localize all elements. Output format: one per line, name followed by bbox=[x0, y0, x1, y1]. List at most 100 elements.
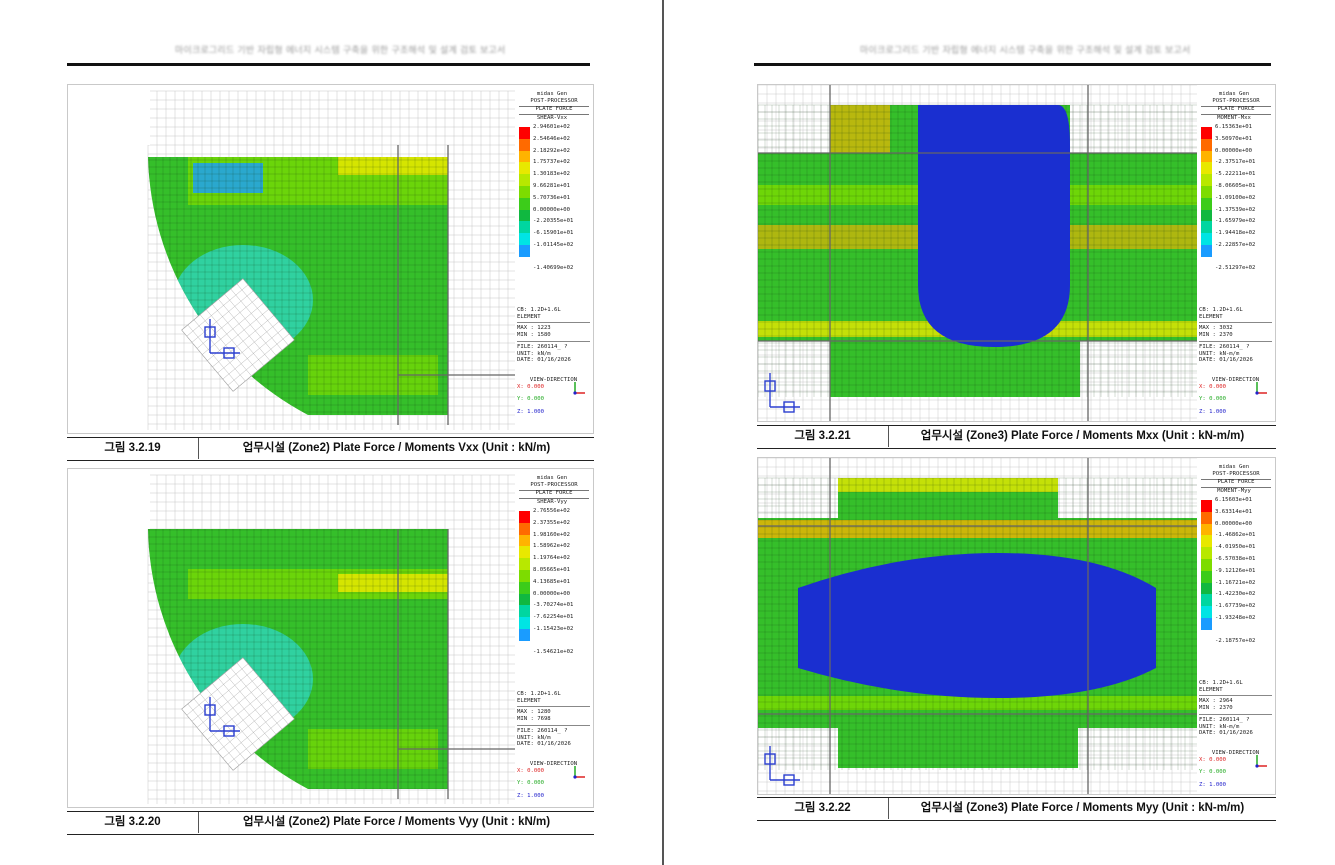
legend-value: 0.00000e+00 bbox=[533, 590, 571, 597]
legend-swatch bbox=[519, 546, 530, 559]
min-element: MIN : 7698 bbox=[517, 716, 551, 723]
figure-3-2-21: midas Gen POST-PROCESSOR PLATE FORCE MOMENT… bbox=[757, 84, 1276, 422]
result-type-label: PLATE FORCE bbox=[519, 490, 589, 499]
negative-moment-zone bbox=[798, 553, 1156, 698]
legend-value: 0.00000e+00 bbox=[1215, 520, 1253, 527]
axis-triad-icon bbox=[1255, 382, 1267, 395]
result-meta: CB: 1.2D+1.6L ELEMENT MAX : 2964 MIN : 2370… bbox=[1199, 680, 1272, 737]
legend-swatch bbox=[519, 221, 530, 234]
legend-swatch bbox=[519, 581, 530, 594]
software-name: midas Gen bbox=[1218, 464, 1250, 470]
element-label: ELEMENT bbox=[1199, 313, 1223, 320]
legend-swatch bbox=[1201, 582, 1212, 595]
view-direction-title: VIEW-DIRECTION bbox=[529, 377, 578, 383]
legend-swatch bbox=[1201, 547, 1212, 559]
legend-swatch bbox=[1201, 535, 1212, 548]
beam-lines bbox=[397, 145, 517, 425]
postprocessor-label: POST-PROCESSOR bbox=[519, 482, 589, 491]
legend-value: -7.62254e+01 bbox=[533, 614, 574, 621]
legend-value: 0.00000e+00 bbox=[1215, 147, 1253, 154]
legend-value: 1.58962e+02 bbox=[533, 543, 571, 550]
legend-swatch bbox=[1201, 162, 1212, 175]
legend-swatch bbox=[519, 150, 530, 163]
legend-value: -2.18757e+02 bbox=[1215, 637, 1256, 644]
min-element: MIN : 2370 bbox=[1199, 332, 1233, 339]
figure-number: 그림 3.2.19 bbox=[67, 438, 199, 459]
legend-swatch bbox=[1201, 244, 1212, 257]
result-meta: CB: 1.2D+1.6L ELEMENT MAX : 1280 MIN : 7698… bbox=[517, 691, 590, 748]
date-label: DATE: 01/16/2026 bbox=[517, 741, 571, 748]
figure-number: 그림 3.2.21 bbox=[757, 426, 889, 447]
legend-value: -4.01950e+01 bbox=[1215, 544, 1256, 551]
legend-swatch bbox=[1201, 233, 1212, 245]
result-meta: CB: 1.2D+1.6L ELEMENT MAX : 3032 MIN : 2370… bbox=[1199, 307, 1272, 364]
legend-swatch bbox=[519, 569, 530, 582]
legend-swatch bbox=[1201, 127, 1212, 139]
result-type-label: PLATE FORCE bbox=[1201, 479, 1271, 488]
figure-caption: 그림 3.2.19 업무시설 (Zone2) Plate Force / Mom… bbox=[67, 437, 594, 461]
view-x: X: 0.000 bbox=[517, 383, 544, 390]
figure-3-2-22: midas Gen POST-PROCESSOR PLATE FORCE MOMENT… bbox=[757, 457, 1276, 795]
beam-lines bbox=[397, 529, 517, 799]
legend-swatch bbox=[519, 197, 530, 210]
view-direction: VIEW-DIRECTION X: 0.000 Y: 0.000 Z: 1.000 bbox=[517, 377, 590, 416]
figure-title: 업무시설 (Zone2) Plate Force / Moments Vxx (… bbox=[242, 442, 551, 454]
legend-value: 9.66281e+01 bbox=[533, 182, 571, 189]
legend-value: -2.22857e+02 bbox=[1215, 241, 1256, 248]
contour-plot-vxx bbox=[68, 85, 517, 433]
legend-value: -1.46862e+01 bbox=[1215, 532, 1256, 539]
legend-value: 2.94601e+02 bbox=[533, 124, 571, 130]
load-combination: CB: 1.2D+1.6L bbox=[517, 691, 561, 697]
running-head: 마이크로그리드 기반 자립형 에너지 시스템 구축을 위한 구조해석 및 설계 … bbox=[860, 46, 1191, 56]
global-axis-icon bbox=[204, 697, 240, 737]
figure-title: 업무시설 (Zone3) Plate Force / Moments Mxx (… bbox=[920, 430, 1245, 442]
view-z: Z: 1.000 bbox=[1199, 409, 1226, 416]
component-label: SHEAR-Vyy bbox=[536, 499, 568, 505]
beam-lines bbox=[758, 85, 1199, 421]
legend-swatch bbox=[519, 534, 530, 547]
element-label: ELEMENT bbox=[1199, 686, 1223, 693]
component-label: MOMENT-Myy bbox=[1217, 488, 1251, 494]
legend-panel: midas Gen POST-PROCESSOR PLATE FORCE MOMENT… bbox=[1197, 458, 1275, 794]
result-type-label: PLATE FORCE bbox=[519, 106, 589, 115]
legend-swatch bbox=[1201, 570, 1212, 583]
legend-swatch bbox=[519, 617, 530, 629]
result-meta: CB: 1.2D+1.6L ELEMENT MAX : 1223 MIN : 1580… bbox=[517, 307, 590, 364]
legend-value: 5.70736e+01 bbox=[533, 194, 571, 201]
min-element: MIN : 2370 bbox=[1199, 705, 1233, 712]
legend-swatch bbox=[1201, 617, 1212, 630]
legend-value: -1.01145e+02 bbox=[533, 241, 574, 248]
max-element: MAX : 2964 bbox=[1199, 698, 1233, 705]
legend-value: 2.18292e+02 bbox=[533, 147, 571, 154]
legend-value: -1.15423e+02 bbox=[533, 625, 574, 632]
legend-value: 2.37355e+02 bbox=[533, 519, 571, 526]
unit-label: UNIT: kN-m/m bbox=[1199, 350, 1240, 357]
postprocessor-label: POST-PROCESSOR bbox=[519, 98, 589, 107]
max-element: MAX : 1223 bbox=[517, 325, 551, 332]
legend-value: -6.15901e+01 bbox=[533, 230, 574, 237]
legend-value: 2.54646e+02 bbox=[533, 135, 571, 142]
software-name: midas Gen bbox=[536, 91, 568, 97]
legend-swatch bbox=[519, 233, 530, 245]
left-page: 마이크로그리드 기반 자립형 에너지 시스템 구축을 위한 구조해석 및 설계 … bbox=[0, 0, 662, 865]
view-direction-title: VIEW-DIRECTION bbox=[529, 761, 578, 767]
mesh-grid bbox=[181, 278, 295, 392]
legend-value: -6.57038e+01 bbox=[1215, 555, 1256, 562]
legend-swatch bbox=[1201, 558, 1212, 571]
legend-value: 1.30183e+02 bbox=[533, 171, 571, 178]
axis-triad-icon bbox=[573, 382, 585, 395]
load-combination: CB: 1.2D+1.6L bbox=[517, 307, 561, 313]
file-name: FILE: 260114_ ? bbox=[1199, 343, 1250, 350]
legend-panel: midas Gen POST-PROCESSOR PLATE FORCE SHEAR-… bbox=[515, 469, 593, 807]
postprocessor-label: POST-PROCESSOR bbox=[1201, 98, 1271, 107]
legend-value: 0.00000e+00 bbox=[533, 206, 571, 213]
figure-title: 업무시설 (Zone3) Plate Force / Moments Myy (… bbox=[920, 802, 1245, 814]
view-z: Z: 1.000 bbox=[517, 409, 544, 416]
legend-swatch bbox=[519, 209, 530, 222]
mesh-grid bbox=[148, 157, 448, 415]
figure-caption: 그림 3.2.22 업무시설 (Zone3) Plate Force / Mom… bbox=[757, 797, 1276, 821]
legend-value: 4.13685e+01 bbox=[533, 578, 571, 585]
view-z: Z: 1.000 bbox=[517, 793, 544, 800]
global-axis-icon bbox=[204, 319, 240, 359]
legend-swatch bbox=[1201, 150, 1212, 163]
